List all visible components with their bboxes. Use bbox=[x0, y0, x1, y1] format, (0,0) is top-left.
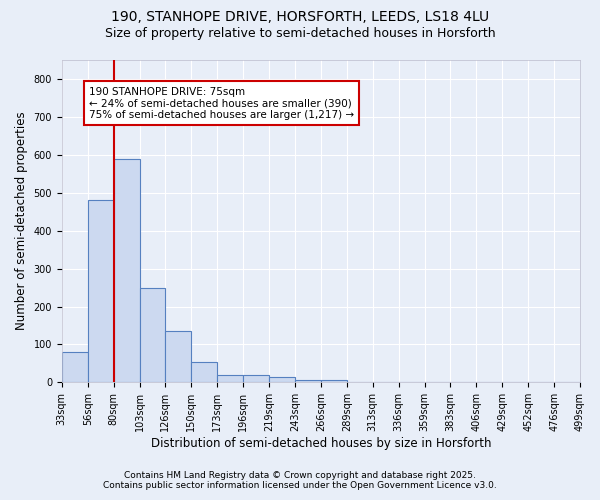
Bar bbox=[166, 331, 191, 382]
Bar bbox=[243, 375, 269, 382]
Y-axis label: Number of semi-detached properties: Number of semi-detached properties bbox=[15, 112, 28, 330]
Text: Size of property relative to semi-detached houses in Horsforth: Size of property relative to semi-detach… bbox=[104, 28, 496, 40]
X-axis label: Distribution of semi-detached houses by size in Horsforth: Distribution of semi-detached houses by … bbox=[151, 437, 491, 450]
Text: Contains HM Land Registry data © Crown copyright and database right 2025.
Contai: Contains HM Land Registry data © Crown c… bbox=[103, 470, 497, 490]
Bar bbox=[321, 380, 347, 382]
Text: 190, STANHOPE DRIVE, HORSFORTH, LEEDS, LS18 4LU: 190, STANHOPE DRIVE, HORSFORTH, LEEDS, L… bbox=[111, 10, 489, 24]
Bar bbox=[191, 362, 217, 382]
Bar bbox=[295, 380, 321, 382]
Bar bbox=[62, 352, 88, 382]
Bar bbox=[113, 158, 140, 382]
Bar bbox=[269, 378, 295, 382]
Bar bbox=[140, 288, 166, 382]
Bar bbox=[88, 200, 113, 382]
Text: 190 STANHOPE DRIVE: 75sqm
← 24% of semi-detached houses are smaller (390)
75% of: 190 STANHOPE DRIVE: 75sqm ← 24% of semi-… bbox=[89, 86, 354, 120]
Bar bbox=[217, 375, 243, 382]
